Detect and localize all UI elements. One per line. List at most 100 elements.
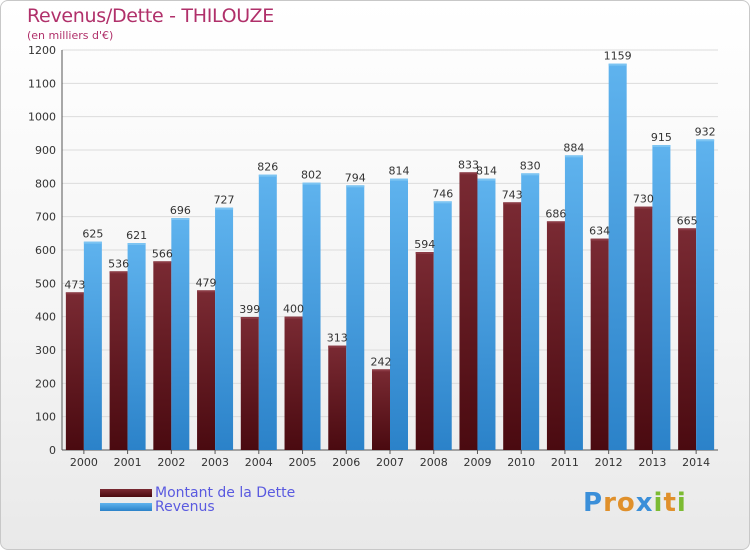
x-tick-label: 2001 [114,456,142,469]
data-label-revenus: 621 [126,229,147,242]
proxiti-logo: Proxiti [583,488,687,518]
chart-subtitle: (en milliers d'€) [27,29,114,42]
data-label-revenus: 625 [82,228,103,241]
bar-top-highlight [459,172,478,175]
bar-dette [240,317,259,450]
x-tick-label: 2012 [595,456,623,469]
logo-letter: r [603,488,617,518]
bar-revenus [171,218,190,450]
bar-top-highlight [171,218,190,220]
x-tick-label: 2002 [157,456,185,469]
bar-top-highlight [678,228,697,231]
bar-top-highlight [521,173,540,176]
bar-top-highlight [503,202,522,205]
data-label-dette: 566 [152,247,173,260]
bar-revenus [696,139,715,451]
bar-top-highlight [696,139,715,142]
bar-dette [415,252,434,450]
y-tick-label: 700 [35,211,56,224]
bar-top-highlight [634,206,653,209]
bar-top-highlight [608,63,627,66]
x-tick-label: 2007 [376,456,404,469]
y-tick-label: 100 [35,411,56,424]
bar-dette [459,172,478,451]
data-label-revenus: 746 [432,187,453,200]
logo-letter: i [676,488,687,518]
data-label-dette: 399 [239,303,260,316]
logo-letter: i [653,488,664,518]
bar-top-highlight [65,292,84,295]
bar-revenus [258,174,277,450]
y-tick-label: 200 [35,377,56,390]
bars [65,63,715,451]
bar-top-highlight [546,221,565,224]
bar-top-highlight [197,290,216,293]
data-label-dette: 313 [327,332,348,345]
data-label-dette: 833 [458,158,479,171]
y-tick-label: 300 [35,344,56,357]
bar-revenus [608,63,627,451]
legend-swatch-dette [100,489,152,497]
bar-top-highlight [415,252,434,254]
data-label-dette: 479 [196,276,217,289]
bar-top-highlight [302,182,321,185]
y-tick-label: 1100 [28,77,56,90]
x-tick-label: 2005 [289,456,317,469]
bar-top-highlight [433,201,452,204]
data-label-revenus: 727 [214,194,235,207]
bar-revenus [564,155,583,451]
data-label-dette: 536 [108,257,129,270]
bar-top-highlight [109,271,128,274]
bar-revenus [127,243,146,450]
x-tick-label: 2003 [201,456,229,469]
data-label-dette: 665 [677,214,698,227]
bar-dette [590,238,609,450]
data-label-revenus: 826 [257,161,278,174]
x-tick-label: 2011 [551,456,579,469]
bar-revenus [521,173,540,451]
data-label-revenus: 830 [520,159,541,172]
bar-dette [284,316,303,450]
bar-dette [197,290,216,450]
x-tick-label: 2010 [507,456,535,469]
bar-revenus [390,178,408,450]
bar-dette [153,261,172,450]
y-tick-label: 400 [35,311,56,324]
data-label-dette: 730 [633,193,654,206]
axes: 0 100 200 300 400 500 600 700 800 900 1000 1100 1200… [28,44,718,469]
legend [100,489,152,511]
bar-dette [503,202,522,450]
bar-top-highlight [477,178,496,181]
data-label-dette: 400 [283,303,304,316]
bar-top-highlight [215,207,234,210]
bar-dette [678,228,697,450]
bar-dette [65,292,84,450]
bar-top-highlight [153,261,172,264]
data-label-revenus: 794 [345,171,366,184]
bar-top-highlight [652,145,671,147]
x-tick-label: 2004 [245,456,273,469]
legend-swatch-revenus [100,503,152,511]
bar-top-highlight [284,316,303,319]
bar-top-highlight [127,243,146,245]
y-tick-label: 600 [35,244,56,257]
bar-revenus [83,241,102,450]
bar-top-highlight [258,174,277,177]
data-label-dette: 634 [589,225,610,238]
bar-dette [328,345,347,450]
x-tick-label: 2009 [463,456,491,469]
data-label-dette: 473 [64,278,85,291]
data-label-dette: 242 [371,355,392,368]
data-label-revenus: 802 [301,169,322,182]
bar-dette [372,369,390,450]
logo-letter: P [583,488,604,518]
logo-letter: t [663,488,677,518]
bar-top-highlight [83,241,102,244]
bar-revenus [433,201,452,450]
data-label-dette: 594 [414,238,435,251]
y-tick-label: 1000 [28,111,56,124]
bar-top-highlight [328,345,347,348]
logo-letter: o [616,488,636,518]
y-tick-label: 1200 [28,44,56,57]
